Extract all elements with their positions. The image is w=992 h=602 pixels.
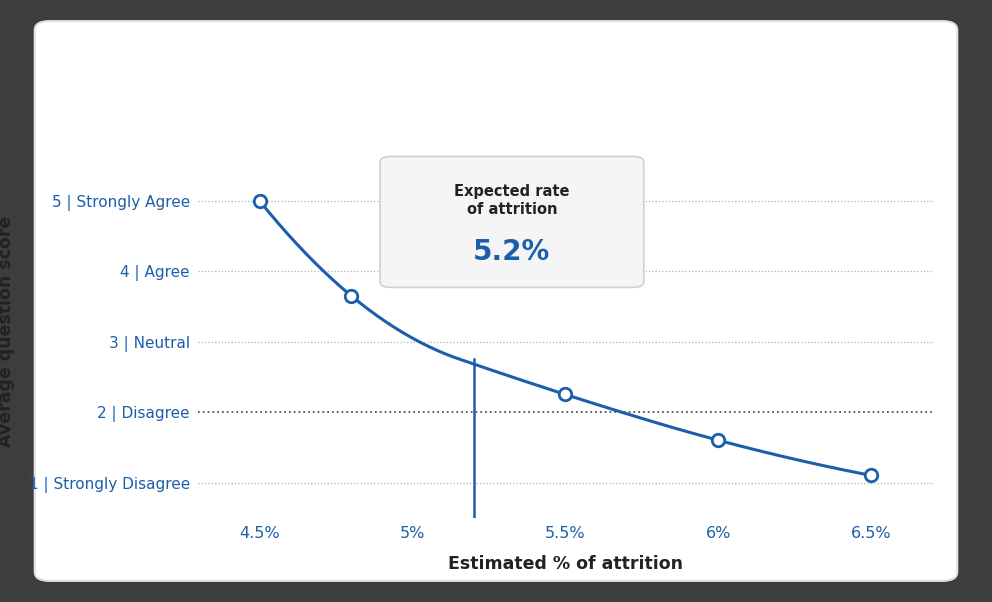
X-axis label: Estimated % of attrition: Estimated % of attrition: [448, 555, 682, 573]
Text: 5.2%: 5.2%: [473, 238, 551, 266]
FancyBboxPatch shape: [380, 157, 644, 287]
Y-axis label: Average question score: Average question score: [0, 216, 15, 447]
Text: Expected rate
of attrition: Expected rate of attrition: [454, 184, 569, 217]
